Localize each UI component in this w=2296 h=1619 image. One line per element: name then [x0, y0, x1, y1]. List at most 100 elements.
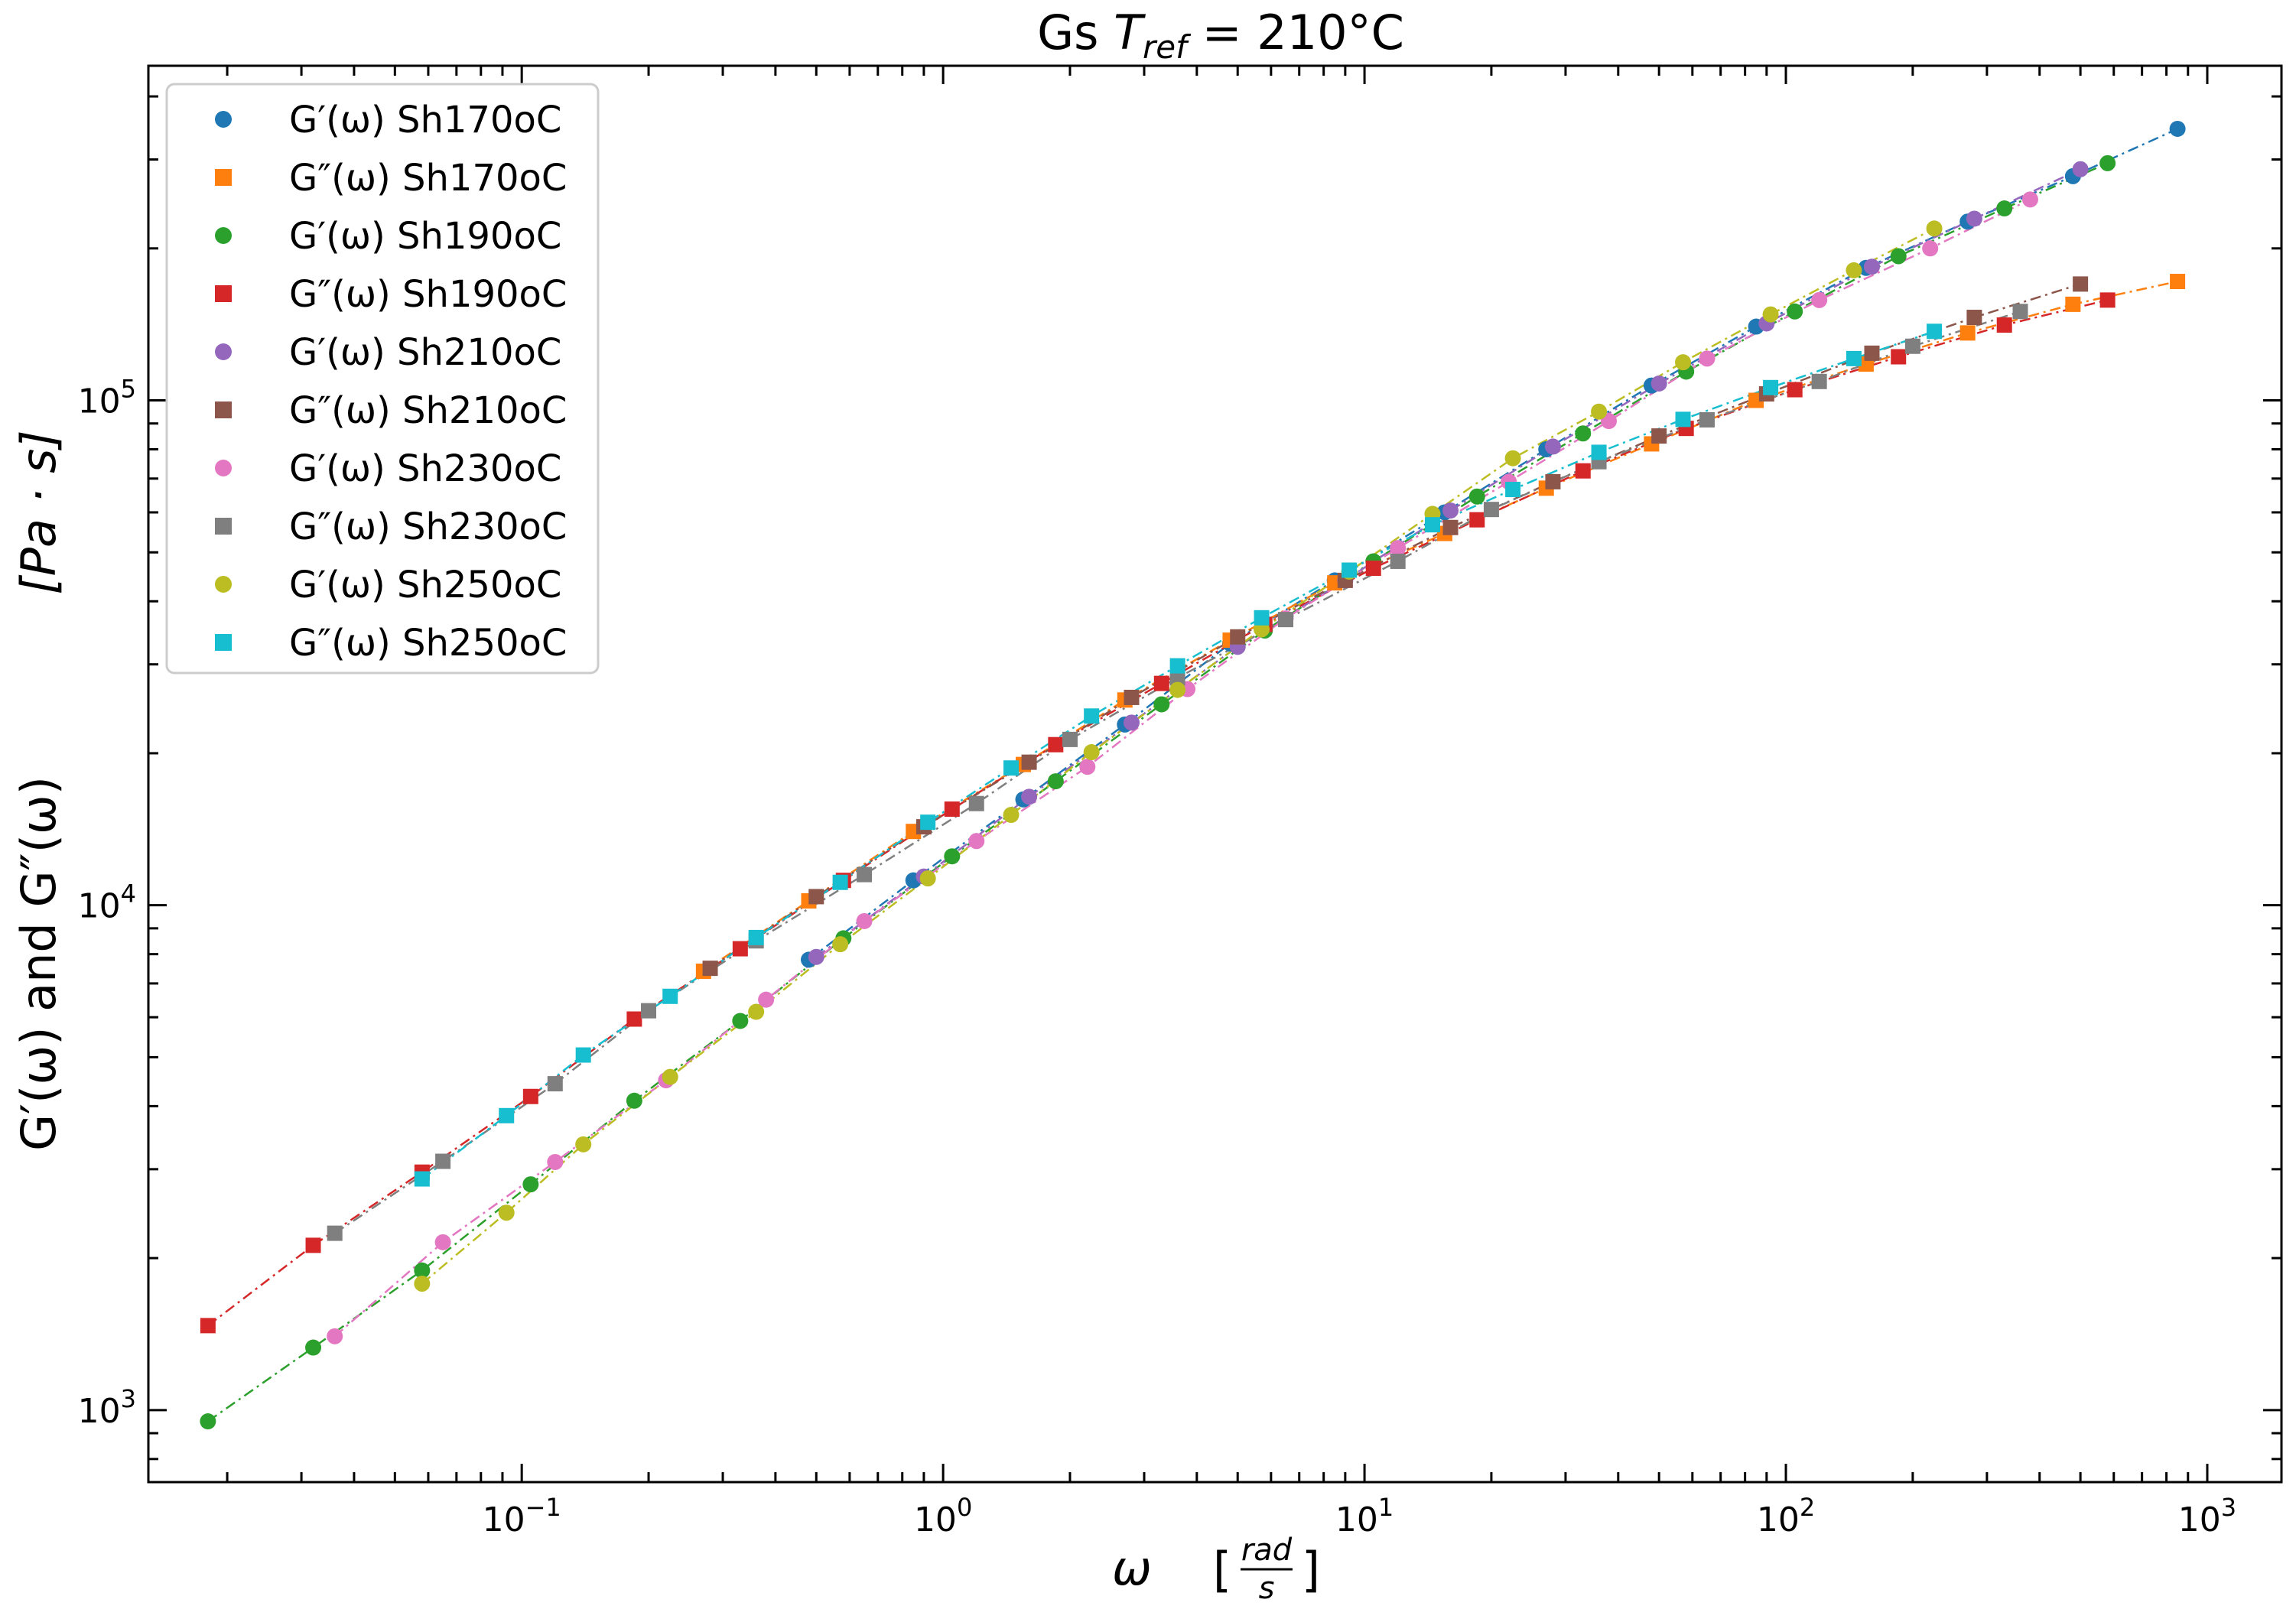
data-point — [1469, 512, 1485, 528]
data-point — [1699, 350, 1715, 367]
data-point — [2065, 296, 2081, 312]
data-point — [1442, 502, 1459, 519]
data-point — [1904, 338, 1920, 354]
legend-marker — [215, 518, 232, 535]
data-point — [748, 1003, 765, 1020]
data-point — [2073, 276, 2089, 292]
data-point — [1926, 220, 1943, 237]
legend-frame — [165, 83, 600, 675]
data-point — [1787, 303, 1803, 320]
plot-frame — [147, 64, 2283, 1484]
series-line — [808, 128, 2178, 961]
legend-marker — [215, 285, 232, 302]
data-point — [662, 1068, 678, 1085]
data-point — [944, 848, 961, 865]
data-point — [1762, 306, 1779, 323]
data-point — [1483, 502, 1499, 518]
data-point — [641, 1003, 657, 1019]
data-point — [732, 941, 748, 957]
data-point — [1083, 744, 1100, 761]
data-point — [1922, 240, 1939, 257]
data-point — [920, 814, 936, 831]
data-point — [1153, 696, 1170, 713]
data-point — [1153, 675, 1169, 691]
data-point — [1864, 345, 1880, 361]
legend-label: G′(ω) Sh190oC — [289, 215, 561, 258]
data-point — [547, 1153, 564, 1170]
legend-marker — [215, 227, 232, 244]
data-point — [968, 795, 984, 811]
legend-marker — [215, 343, 232, 360]
data-point — [857, 866, 873, 883]
x-tick-label: 103 — [2178, 1493, 2236, 1539]
data-point — [856, 912, 873, 929]
data-point — [2169, 120, 2186, 137]
data-point — [1787, 382, 1803, 398]
legend-marker — [215, 401, 232, 418]
x-axis-symbol: ω — [1112, 1540, 1152, 1596]
data-point — [547, 1076, 563, 1092]
svg-text:G′(ω) and G″(ω): G′(ω) and G″(ω) — [11, 776, 67, 1151]
data-point — [435, 1153, 451, 1169]
legend-label: G″(ω) Sh230oC — [289, 506, 567, 548]
legend-marker — [215, 111, 232, 128]
data-point — [1169, 681, 1186, 698]
data-point — [1966, 210, 1982, 227]
x-tick-label: 102 — [1757, 1493, 1815, 1539]
data-point — [1047, 773, 1064, 790]
data-point — [327, 1225, 343, 1241]
x-axis-unit-numerator: rad — [1241, 1533, 1293, 1568]
data-point — [808, 889, 824, 905]
legend-label: G′(ω) Sh230oC — [289, 447, 561, 490]
data-point — [968, 833, 985, 850]
x-axis-bracket-right: ] — [1302, 1542, 1320, 1598]
data-point — [1544, 438, 1561, 455]
data-point — [1342, 562, 1358, 578]
data-point — [1675, 411, 1691, 428]
y-axis-label: G′(ω) and G″(ω) [Pa · s] — [11, 430, 67, 1151]
data-point — [305, 1339, 322, 1356]
legend-label: G″(ω) Sh250oC — [289, 622, 567, 665]
data-point — [1545, 473, 1561, 489]
legend-label: G″(ω) Sh170oC — [289, 157, 567, 200]
data-point — [2072, 161, 2089, 177]
data-point — [1846, 350, 1862, 366]
data-point — [522, 1176, 539, 1193]
data-point — [414, 1171, 430, 1187]
x-axis-bracket-left: [ — [1213, 1542, 1231, 1598]
data-point — [200, 1413, 216, 1430]
data-point — [575, 1136, 592, 1152]
legend-label: G″(ω) Sh190oC — [289, 273, 567, 316]
x-axis-unit-denominator: s — [1259, 1571, 1275, 1606]
data-point — [1890, 248, 1907, 265]
data-point — [702, 961, 718, 977]
data-point — [1442, 519, 1459, 535]
data-point — [1966, 310, 1982, 326]
data-point — [626, 1092, 642, 1109]
data-point — [1062, 731, 1078, 747]
series-markers — [200, 120, 2186, 1430]
legend-label: G′(ω) Sh170oC — [289, 99, 561, 141]
data-point — [1996, 317, 2012, 333]
data-point — [1959, 325, 1976, 341]
data-point — [1365, 561, 1381, 577]
svg-text:[Pa · s]: [Pa · s] — [11, 430, 67, 594]
data-point — [1021, 788, 1038, 805]
data-point — [414, 1262, 431, 1279]
data-point — [1124, 689, 1140, 705]
data-point — [1048, 736, 1064, 753]
data-point — [522, 1088, 538, 1104]
data-point — [1254, 610, 1270, 626]
data-point — [1650, 375, 1667, 392]
data-point — [1699, 411, 1715, 428]
data-point — [1811, 373, 1827, 389]
data-point — [200, 1318, 216, 1334]
data-point — [2021, 191, 2038, 208]
data-point — [1084, 708, 1100, 724]
data-point — [1927, 323, 1943, 340]
data-point — [919, 870, 936, 887]
data-point — [305, 1237, 321, 1253]
data-point — [498, 1204, 515, 1221]
data-point — [1863, 258, 1880, 275]
